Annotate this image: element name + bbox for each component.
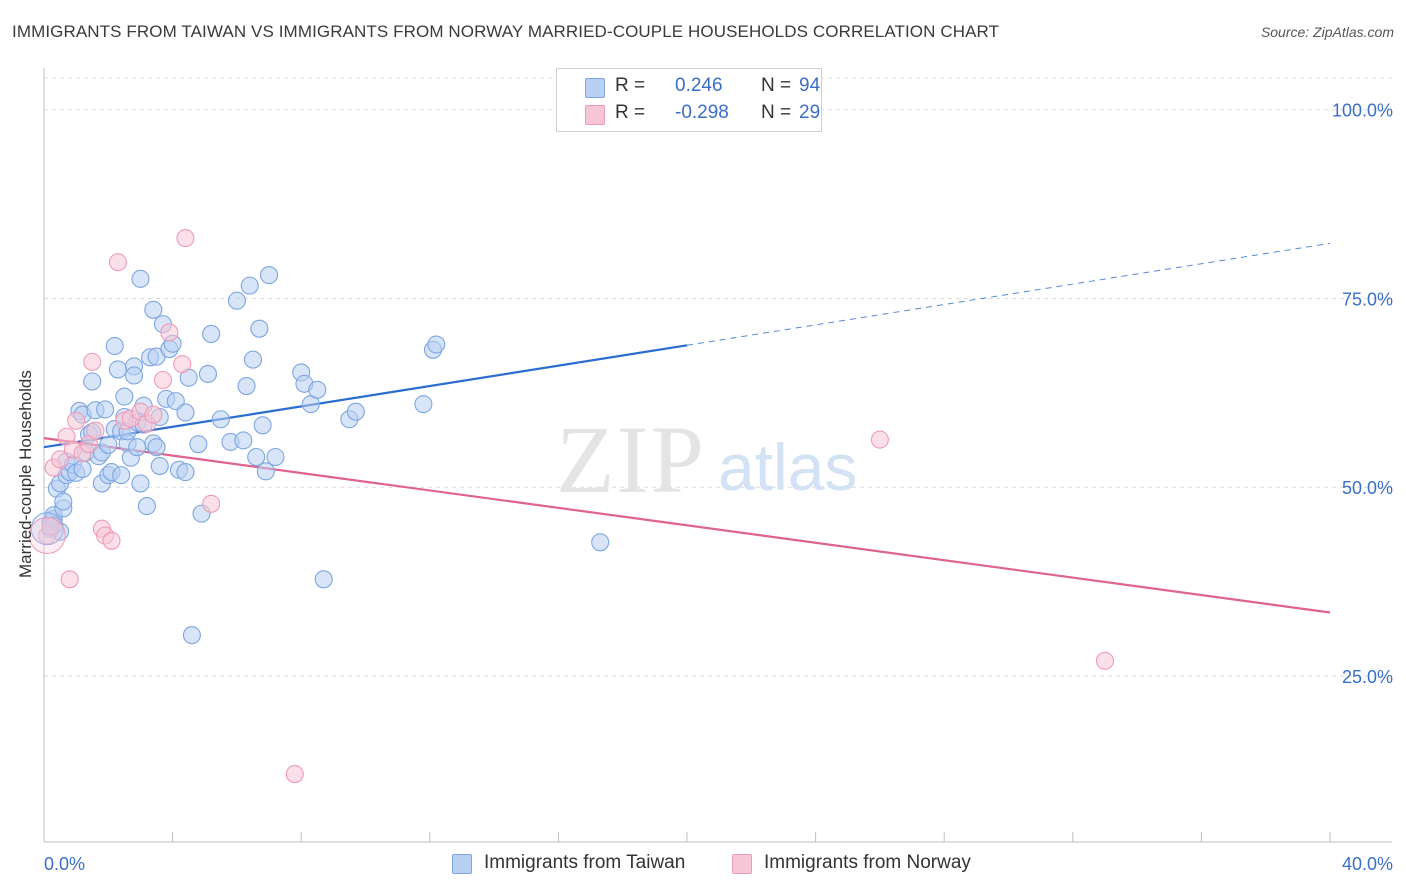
norway-point (176, 229, 195, 248)
tick-labels: 25.0% 50.0% 75.0% 100.0% 0.0% 40.0% (44, 101, 1393, 874)
norway-point (60, 570, 79, 589)
norway-point (86, 421, 105, 440)
taiwan-point (308, 380, 327, 399)
taiwan-point (99, 435, 118, 454)
taiwan-point (266, 447, 285, 467)
taiwan-point (83, 372, 102, 391)
series-label-taiwan: Immigrants from Taiwan (484, 852, 686, 873)
taiwan-point (147, 438, 166, 457)
source-credit: Source: ZipAtlas.com (1260, 24, 1394, 40)
taiwan-point (234, 431, 253, 450)
taiwan-point (256, 462, 275, 481)
taiwan-point (211, 410, 230, 429)
y-tick-label: 100.0% (1332, 101, 1393, 121)
taiwan-point (108, 360, 127, 379)
taiwan-point (176, 463, 195, 482)
data-points (28, 229, 1114, 784)
taiwan-point (427, 335, 446, 354)
series-label-norway: Immigrants from Norway (764, 852, 971, 873)
norway-point (285, 765, 304, 784)
legend-n-value: 29 (799, 102, 821, 123)
taiwan-point (259, 266, 279, 285)
taiwan-point (115, 387, 134, 406)
taiwan-point (189, 435, 208, 454)
taiwan-point (240, 276, 259, 295)
taiwan-point (112, 466, 131, 485)
taiwan-point (124, 366, 144, 385)
legend-n-label: N = (761, 75, 792, 96)
legend-r-label: R = (615, 102, 646, 123)
legend-r-label: R = (615, 75, 646, 96)
taiwan-point (202, 324, 221, 344)
taiwan-point (96, 400, 115, 419)
y-tick-label: 50.0% (1342, 478, 1393, 498)
taiwan-point (227, 291, 246, 310)
x-tick-label: 40.0% (1342, 854, 1393, 874)
norway-point (173, 355, 192, 374)
taiwan-point (198, 364, 218, 384)
stats-legend: R = 0.246 N = 94 R = -0.298 N = 29 (556, 68, 822, 132)
taiwan-point (346, 402, 365, 421)
taiwan-point (414, 395, 433, 414)
x-tick-label: 0.0% (44, 854, 85, 874)
taiwan-point (237, 376, 256, 396)
norway-point (144, 405, 163, 424)
y-axis-label: Married-couple Households (16, 370, 35, 578)
taiwan-point (182, 626, 201, 645)
legend-n-value: 94 (799, 75, 821, 96)
norway-point (51, 450, 70, 469)
taiwan-point (314, 570, 333, 589)
watermark-atlas: atlas (718, 430, 857, 504)
taiwan-point (144, 300, 163, 319)
taiwan-point (253, 416, 272, 435)
taiwan-trend-extension (686, 242, 1331, 346)
taiwan-point (591, 533, 610, 552)
taiwan-point (250, 319, 269, 338)
taiwan-point-cluster (30, 512, 64, 546)
chart-title: IMMIGRANTS FROM TAIWAN VS IMMIGRANTS FRO… (12, 22, 1000, 41)
legend-r-value: -0.298 (675, 102, 729, 123)
axes (43, 68, 1392, 843)
taiwan-point (150, 457, 169, 476)
taiwan-point (128, 438, 147, 457)
norway-point (1095, 651, 1114, 670)
y-tick-label: 75.0% (1342, 289, 1393, 309)
norway-point (67, 411, 86, 430)
norway-point (83, 352, 102, 371)
legend-r-value: 0.246 (675, 75, 723, 96)
taiwan-point (73, 460, 92, 479)
y-tick-label: 25.0% (1342, 667, 1393, 687)
norway-point (160, 323, 179, 342)
grid-lines (44, 77, 1392, 677)
norway-point (108, 253, 127, 272)
taiwan-point (243, 350, 263, 369)
taiwan-point (176, 403, 195, 422)
taiwan-point (131, 474, 150, 493)
taiwan-point (131, 269, 150, 288)
legend-n-label: N = (761, 102, 792, 123)
norway-point (102, 531, 121, 550)
legend-swatch-norway (585, 105, 605, 125)
norway-point (870, 430, 889, 449)
taiwan-point (247, 447, 266, 467)
norway-point (202, 494, 221, 513)
series-swatch-norway (732, 854, 752, 874)
watermark-zip: ZIP (556, 406, 706, 513)
taiwan-point (105, 336, 124, 356)
taiwan-point (137, 497, 156, 516)
legend-swatch-taiwan (585, 78, 605, 98)
taiwan-point (54, 492, 73, 511)
norway-point (153, 370, 173, 390)
series-swatch-taiwan (452, 854, 472, 874)
norway-point-cluster (28, 517, 66, 555)
